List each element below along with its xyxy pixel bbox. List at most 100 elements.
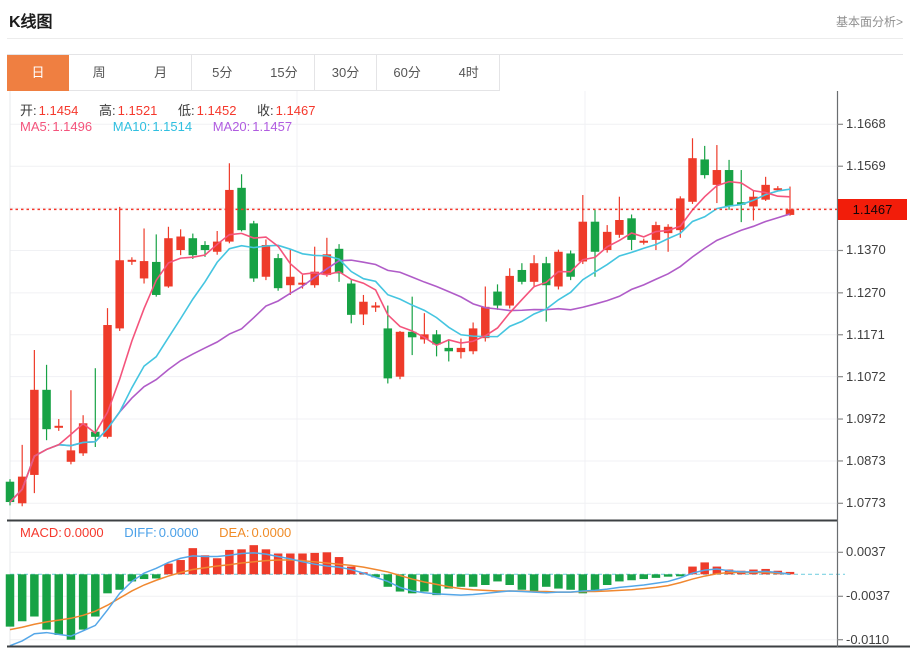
macd-bar (139, 574, 149, 580)
fundamental-analysis-link[interactable]: 基本面分析> (835, 15, 903, 29)
macd-bar (554, 574, 563, 589)
price-tick-label: 1.1370 (846, 242, 886, 258)
macd-bar (298, 553, 307, 575)
high-label: 高: (99, 103, 116, 118)
macd-bar (176, 560, 185, 575)
macd-bar (371, 574, 380, 578)
tab-15min[interactable]: 15分 (253, 55, 316, 91)
macd-bar (188, 548, 198, 575)
candle (188, 233, 198, 259)
macd-bar (627, 574, 636, 581)
candle (554, 249, 563, 290)
high-value: 1.1521 (117, 103, 158, 118)
macd-bar (420, 574, 429, 592)
ma10-label: MA10: (112, 119, 151, 134)
macd-bar (590, 574, 600, 592)
open-label: 开: (20, 103, 37, 118)
macd-bar (127, 574, 137, 582)
candle (139, 228, 149, 284)
price-tick-label: 1.1569 (846, 158, 886, 174)
gridlines (9, 91, 837, 646)
macd-bar (651, 574, 661, 578)
price-tick-label: 1.1171 (846, 326, 885, 342)
macd-bar (249, 545, 258, 575)
tab-5min[interactable]: 5分 (191, 55, 254, 91)
candle (407, 296, 417, 356)
candle (310, 246, 319, 288)
candle (212, 231, 222, 255)
interval-tabstrip: 日周月 5分 15分 30分 60分 4时 (7, 54, 903, 91)
diff-label: DIFF: (124, 525, 157, 540)
candle (66, 390, 76, 465)
low-value: 1.1452 (196, 103, 237, 118)
tab-month[interactable]: 月 (130, 55, 193, 91)
candle (103, 308, 112, 439)
candle (225, 163, 234, 244)
candle (249, 220, 258, 282)
macd-bar (78, 574, 88, 630)
macd-bar (481, 574, 490, 586)
macd-bar (456, 574, 466, 587)
macd-bar (261, 549, 271, 575)
candle (444, 339, 453, 362)
candle (17, 444, 27, 507)
candle (78, 415, 88, 456)
price-tick-label: 1.1270 (846, 284, 886, 300)
candle (505, 268, 514, 309)
tab-4hour[interactable]: 4时 (438, 55, 501, 91)
macd-bar (700, 562, 709, 575)
candle (529, 255, 539, 287)
diff-value: 0.0000 (158, 525, 199, 540)
candle (615, 196, 624, 238)
ma20-label: MA20: (212, 119, 251, 134)
ma20-value: 1.1457 (252, 119, 293, 134)
open-value: 1.1454 (38, 103, 79, 118)
candle (432, 330, 441, 357)
close-value: 1.1467 (275, 103, 316, 118)
macd-bar (200, 555, 210, 575)
macd-bar (42, 574, 51, 630)
page-title: K线图 (9, 14, 53, 31)
candle (347, 280, 356, 324)
dea-value: 0.0000 (251, 525, 292, 540)
candle (42, 364, 51, 441)
macd-histogram (5, 545, 795, 640)
candle (590, 209, 600, 277)
tab-week[interactable]: 周 (68, 55, 131, 91)
candle (237, 174, 246, 232)
tab-30min[interactable]: 30分 (315, 55, 377, 91)
tab-60min[interactable]: 60分 (376, 55, 439, 91)
ma5-label: MA5: (20, 119, 51, 134)
current-price-label: 1.1467 (838, 198, 907, 220)
candle (395, 330, 405, 380)
macd-bar (66, 574, 76, 640)
macd-bar (225, 549, 234, 575)
ma10-value: 1.1514 (152, 119, 193, 134)
candle (517, 263, 527, 285)
macd-bar (91, 574, 100, 617)
macd-bar (542, 574, 551, 587)
candle (602, 225, 612, 253)
candle (651, 221, 661, 251)
macd-bar (468, 574, 478, 587)
macd-bar (54, 574, 63, 635)
macd-bar (505, 574, 514, 586)
candle (688, 138, 697, 204)
macd-bar (615, 574, 624, 582)
low-label: 低: (178, 103, 195, 118)
ohlc-readout: 开: 1.1454 高: 1.1521 低: 1.1452 收: 1.1467 (20, 100, 332, 119)
macd-bar (17, 574, 27, 622)
macd-bar (334, 557, 344, 575)
price-tick-label: 1.0972 (846, 411, 886, 427)
macd-tick-label: 0.0037 (846, 544, 886, 560)
candle (542, 256, 551, 322)
macd-bar (566, 574, 575, 590)
candle (785, 186, 795, 216)
candle (468, 322, 478, 355)
candle (322, 237, 332, 277)
tab-day[interactable]: 日 (7, 55, 69, 91)
candle (700, 145, 709, 179)
macd-bar (676, 574, 685, 577)
